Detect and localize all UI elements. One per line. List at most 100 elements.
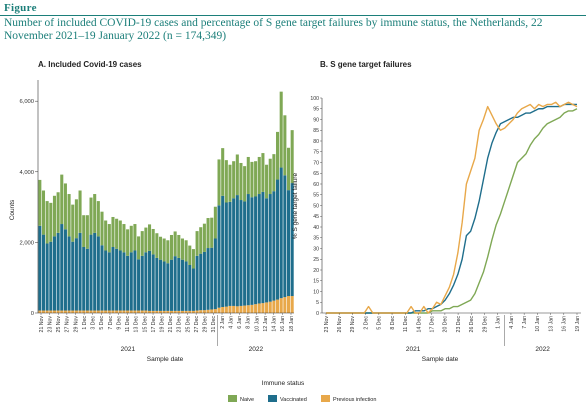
bar-previous-49 — [217, 307, 221, 313]
panel-a-xtick-label: 23 Dec — [177, 316, 183, 333]
bar-naive-16 — [96, 201, 100, 237]
bar-vaccinated-63 — [268, 194, 272, 302]
bar-previous-3 — [49, 310, 53, 313]
bar-previous-6 — [60, 310, 64, 313]
panel-a-xtick-label: 7 Dec — [108, 316, 114, 330]
panel-b-ytick-label: 55 — [313, 193, 319, 199]
bar-vaccinated-14 — [89, 234, 93, 311]
bar-previous-47 — [210, 309, 214, 313]
panel-b-ytick-label: 30 — [313, 246, 319, 252]
bar-vaccinated-24 — [126, 255, 130, 311]
bar-previous-45 — [202, 310, 206, 313]
bar-naive-61 — [261, 153, 265, 192]
bar-vaccinated-52 — [228, 201, 232, 306]
bar-naive-20 — [111, 216, 115, 247]
bar-vaccinated-54 — [235, 195, 239, 307]
bar-previous-16 — [96, 310, 100, 313]
panel-a-xtick-label: 27 Nov — [65, 316, 71, 333]
panel-a-xtick-label: 5 Dec — [99, 316, 105, 330]
bar-vaccinated-67 — [283, 175, 287, 298]
bar-naive-60 — [257, 156, 261, 195]
bar-vaccinated-27 — [137, 259, 141, 311]
panel-b: 0 5 10 15 20 25 30 35 40 45 50 55 60 65 70 75 80 85 90 95 10… — [310, 96, 581, 353]
bar-naive-45 — [202, 223, 206, 252]
bar-previous-57 — [246, 305, 250, 313]
panel-b-ytick-label: 20 — [313, 268, 319, 274]
bar-previous-65 — [276, 299, 280, 313]
bar-vaccinated-12 — [82, 246, 86, 311]
bar-vaccinated-32 — [155, 257, 159, 311]
bar-naive-18 — [104, 220, 108, 251]
figure-rule — [0, 15, 586, 16]
bar-previous-55 — [239, 305, 243, 313]
bar-naive-3 — [49, 202, 53, 242]
legend-label-naive: Naive — [240, 397, 254, 403]
bar-previous-61 — [261, 303, 265, 313]
panel-a-xtick-label: 8 Jan — [246, 316, 252, 329]
bar-naive-42 — [191, 249, 195, 269]
bar-vaccinated-37 — [173, 256, 177, 311]
panel-b-ytick-label: 35 — [313, 236, 319, 242]
bar-vaccinated-59 — [254, 196, 258, 305]
bar-previous-4 — [52, 310, 56, 313]
bar-vaccinated-49 — [217, 205, 221, 308]
panel-b-ytick-label: 5 — [316, 300, 319, 306]
bar-naive-40 — [184, 240, 188, 262]
bar-naive-4 — [52, 195, 56, 237]
bar-previous-60 — [257, 303, 261, 313]
bar-vaccinated-47 — [210, 247, 214, 310]
bar-vaccinated-60 — [257, 194, 261, 304]
bar-vaccinated-51 — [224, 202, 228, 307]
legend-swatch-previous — [321, 395, 330, 402]
bar-naive-38 — [177, 234, 181, 258]
panel-b-title: B. S gene target failures — [320, 60, 412, 69]
panel-a-xtick-label: 6 Jan — [237, 316, 243, 329]
bar-naive-15 — [93, 194, 97, 233]
bar-vaccinated-15 — [93, 232, 97, 311]
bar-naive-5 — [56, 192, 60, 233]
bar-previous-8 — [67, 310, 71, 313]
panel-b-ytick-label: 10 — [313, 289, 319, 295]
panel-b-xtick-label: 29 Dec — [482, 316, 488, 333]
bar-vaccinated-21 — [115, 248, 119, 311]
panel-b-xtick-label: 13 Jan — [548, 316, 554, 332]
bar-vaccinated-55 — [239, 200, 243, 306]
panel-b-xtick-label: 20 Dec — [443, 316, 449, 333]
panel-a-xtick-label: 12 Jan — [263, 316, 269, 332]
panel-b-xtick-label: 17 Dec — [429, 316, 435, 333]
bar-naive-24 — [126, 229, 130, 256]
bar-previous-26 — [133, 310, 137, 313]
bar-naive-43 — [195, 231, 199, 256]
panel-a-xtick-label: 29 Dec — [203, 316, 209, 333]
panel-a-year-label: 2021 — [121, 346, 136, 353]
bar-naive-8 — [67, 194, 71, 237]
bar-vaccinated-17 — [100, 245, 104, 311]
panel-a-xtick-label: 29 Nov — [73, 316, 79, 333]
bar-previous-53 — [232, 305, 236, 313]
panel-a-xtick-label: 18 Jan — [289, 316, 295, 332]
bar-previous-67 — [283, 297, 287, 313]
bar-naive-62 — [265, 164, 269, 199]
bar-vaccinated-2 — [45, 243, 49, 311]
panel-b-xtick-label: 4 Jan — [509, 316, 515, 329]
bar-naive-47 — [210, 217, 214, 248]
bar-previous-50 — [221, 307, 225, 313]
bar-vaccinated-43 — [195, 255, 199, 311]
bar-naive-31 — [151, 228, 155, 255]
panel-b-xtick-label: 16 Jan — [562, 316, 568, 332]
bar-previous-25 — [129, 310, 133, 313]
bar-previous-62 — [265, 302, 269, 313]
bar-naive-21 — [115, 218, 119, 249]
bar-previous-58 — [250, 304, 254, 313]
panel-a-xtick-label: 27 Dec — [194, 316, 200, 333]
panel-b-xtick-label: 1 Jan — [496, 316, 502, 329]
bar-vaccinated-40 — [184, 261, 188, 311]
line-previous — [326, 101, 578, 314]
panel-b-xtick-label: 7 Jan — [522, 316, 528, 329]
bar-vaccinated-58 — [250, 197, 254, 305]
bar-naive-55 — [239, 162, 243, 201]
bar-naive-56 — [243, 166, 247, 202]
bar-previous-18 — [104, 310, 108, 313]
bar-previous-37 — [173, 310, 177, 313]
